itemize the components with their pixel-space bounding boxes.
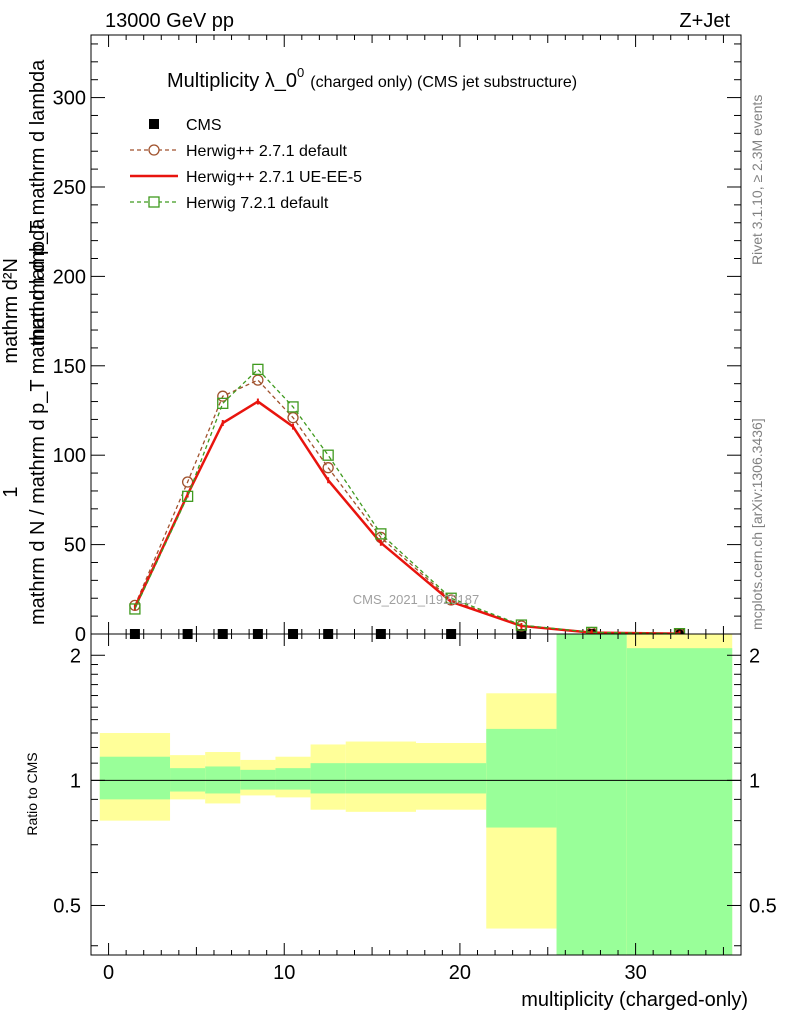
data-point (322, 462, 334, 474)
y-tick-label: 150 (53, 356, 86, 378)
legend: CMS Herwig++ 2.7.1 default Herwig++ 2.7.1 … (130, 117, 362, 212)
ylabel-prefactor: 1 (0, 486, 22, 497)
ratio-band-stat-1 (170, 768, 206, 792)
ylabel-prefactor-denominator: mathrm d N / mathrm d p_T mathrm d lambd… (27, 218, 49, 625)
rivet-version-label: Rivet 3.1.10, ≥ 2.3M events (749, 95, 765, 265)
xlabel: multiplicity (charged-only) (521, 989, 748, 1011)
chart-title-superscript: 0 (297, 65, 304, 80)
y-tick-label: 50 (64, 535, 86, 557)
ratio-band-stat-3 (240, 769, 276, 790)
ratio-y-tick-label: 1 (70, 770, 81, 792)
data-point (181, 490, 194, 502)
ratio-band-stat-5 (310, 763, 346, 794)
mcplots-reference-label: mcplots.cern.ch [arXiv:1306.3436] (749, 418, 765, 630)
legend-marker (148, 144, 160, 156)
chart-title: Multiplicity λ_00 (charged only) (CMS jet… (167, 65, 577, 92)
chart-title-main: Multiplicity λ_0 (167, 70, 297, 92)
ratio-y-tick-label: 0.5 (53, 895, 81, 917)
ratio-band-stat-8 (486, 728, 557, 828)
x-tick-label: 0 (103, 962, 114, 984)
ratio-band-stat-4 (275, 768, 311, 790)
legend-label: Herwig++ 2.7.1 UE-EE-5 (186, 169, 362, 186)
ratio-y-tick-label-right: 1 (749, 770, 760, 792)
ratio-panel: 0 10 20 30 0.5 0.5 1 1 2 2 (53, 633, 777, 984)
main-ylabel: 1 mathrm d N / mathrm d p_T mathrm d lam… (0, 59, 49, 625)
data-point (322, 449, 334, 461)
x-tick-label: 30 (624, 962, 646, 984)
data-point (375, 528, 387, 540)
ratio-y-tick-label: 2 (70, 645, 81, 667)
y-tick-label: 0 (75, 624, 86, 646)
header-process-label: Z+Jet (679, 10, 730, 32)
header-energy-label: 13000 GeV pp (105, 10, 234, 32)
ylabel-denominator: mathrm d p_T mathrm d lambda (27, 59, 49, 345)
y-tick-label: 250 (53, 177, 86, 199)
analysis-watermark: CMS_2021_I1920187 (353, 592, 480, 607)
chart-subtitle: (charged only) (CMS jet substructure) (310, 74, 577, 91)
data-point (515, 619, 528, 631)
ratio-ylabel: Ratio to CMS (24, 752, 40, 835)
data-point (217, 397, 229, 409)
data-point (252, 363, 264, 376)
legend-label: Herwig++ 2.7.1 default (186, 143, 348, 160)
main-panel: 0 50 100 150 200 250 300 (53, 34, 742, 646)
ratio-band-stat-7 (416, 763, 487, 794)
data-point (129, 603, 141, 615)
data-point (287, 411, 299, 424)
ratio-band-stat-6 (345, 763, 416, 794)
legend-marker (148, 196, 160, 208)
legend-label: CMS (186, 117, 222, 134)
ratio-y-tick-label-right: 2 (749, 645, 760, 667)
data-point (217, 390, 229, 402)
ylabel-numerator: mathrm d²N (0, 258, 22, 364)
x-tick-label: 20 (449, 962, 471, 984)
y-tick-label: 200 (53, 266, 86, 288)
data-point (252, 374, 264, 386)
series-line (134, 368, 680, 635)
data-point (445, 592, 457, 604)
ratio-band-stat-10 (626, 648, 733, 955)
legend-marker (149, 119, 159, 129)
ratio-frame (90, 633, 742, 956)
series-3 (129, 363, 686, 640)
legend-label: Herwig 7.2.1 default (186, 195, 329, 212)
ratio-band-stat-0 (99, 756, 171, 800)
y-tick-label: 100 (53, 445, 86, 467)
x-tick-label: 10 (273, 962, 295, 984)
data-point (287, 401, 299, 413)
ratio-band-stat-9 (556, 634, 627, 955)
ratio-y-tick-label-right: 0.5 (749, 895, 777, 917)
y-tick-label: 300 (53, 88, 86, 110)
